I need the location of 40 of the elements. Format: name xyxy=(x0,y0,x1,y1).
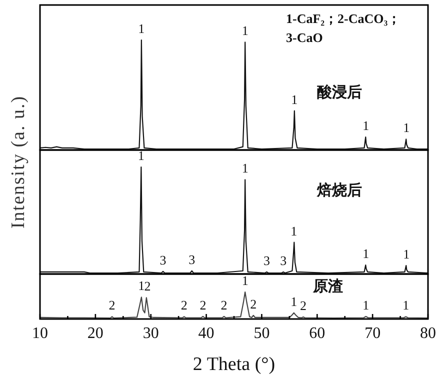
annotation: 2 xyxy=(200,297,206,312)
annotation: 2 xyxy=(300,298,307,313)
x-tick-label: 50 xyxy=(254,325,270,342)
x-tick-label: 30 xyxy=(142,325,159,342)
x-axis-title: 2 Theta (°) xyxy=(192,354,276,375)
x-tick-label: 10 xyxy=(32,325,48,342)
annotation: 1 xyxy=(403,246,410,262)
annotation: 1 xyxy=(242,273,248,288)
text: 焙烧后 xyxy=(316,181,362,199)
annotation: 1 xyxy=(403,120,410,136)
annotation: 1 xyxy=(402,298,410,313)
annotation: 3 xyxy=(263,252,270,268)
annotation: 2 xyxy=(180,298,188,313)
x-tick-label: 70 xyxy=(364,325,381,342)
annotation: 3 xyxy=(280,252,287,268)
annotation: 1 xyxy=(242,23,248,38)
annotation: 2 xyxy=(144,278,151,294)
x-tick-label: 80 xyxy=(420,325,436,342)
annotation: 1 xyxy=(362,118,370,134)
annotation: 1 xyxy=(291,92,298,107)
annotation: 3 xyxy=(160,252,166,268)
annotation: 1 xyxy=(362,297,370,312)
series-label: 原渣 xyxy=(312,277,344,295)
series-label: 酸浸后 xyxy=(316,83,362,101)
annotation: 1 xyxy=(362,246,370,262)
x-tick-label: 40 xyxy=(198,325,214,342)
annotation: 1-CaF₂；2-CaCO₃； 3-CaO xyxy=(286,11,401,45)
annotation: 2 xyxy=(250,296,257,312)
annotation: 1 xyxy=(138,148,144,163)
annotation: 1 xyxy=(138,21,145,36)
annotation: 1 xyxy=(290,294,298,309)
y-axis-title: Intensity (a. u.) xyxy=(8,95,29,229)
annotation: 1 xyxy=(290,223,298,238)
annotation: 2 xyxy=(220,297,228,312)
x-tick-label: 20 xyxy=(87,325,104,342)
annotation: 2 xyxy=(108,298,116,313)
annotation: 1 xyxy=(138,278,145,294)
x-tick-label: 60 xyxy=(309,325,326,342)
annotation: 3 xyxy=(188,252,196,267)
annotation: 1 xyxy=(242,160,248,176)
